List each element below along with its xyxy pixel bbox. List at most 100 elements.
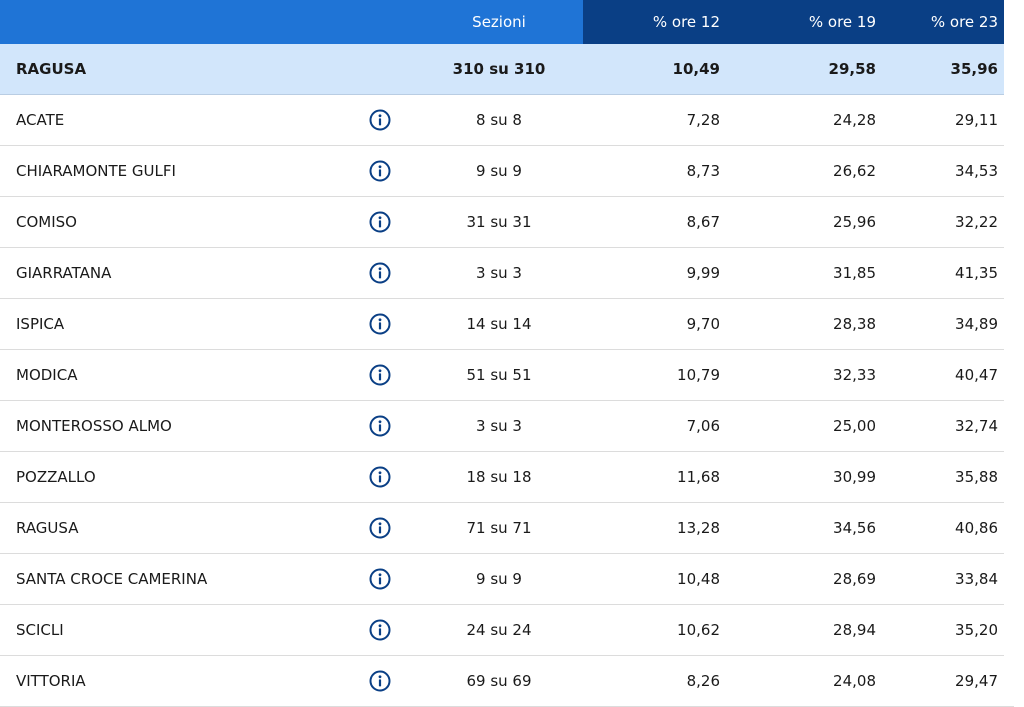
header-sezioni: Sezioni xyxy=(415,0,583,44)
info-cell xyxy=(345,568,415,590)
table-header: Sezioni % ore 12 % ore 19 % ore 23 xyxy=(0,0,1014,44)
comune-ore-19: 31,85 xyxy=(833,264,876,282)
comune-name: SCICLI xyxy=(16,621,64,639)
comune-sezioni: 18 su 18 xyxy=(466,468,532,486)
info-cell xyxy=(345,619,415,641)
comune-sezioni: 69 su 69 xyxy=(466,672,532,690)
comune-ore-19: 28,94 xyxy=(833,621,876,639)
comune-rows: ACATE 8 su 8 7,28 24,28 29,11 CHIARAMONT… xyxy=(0,95,1014,707)
comune-name: SANTA CROCE CAMERINA xyxy=(16,570,208,588)
info-icon[interactable] xyxy=(369,415,391,437)
comune-ore-23: 35,20 xyxy=(955,621,998,639)
header-ore-12: % ore 12 xyxy=(583,0,720,44)
total-ore-12: 10,49 xyxy=(672,60,720,78)
comune-sezioni: 24 su 24 xyxy=(466,621,532,639)
table-row: ISPICA 14 su 14 9,70 28,38 34,89 xyxy=(0,299,1014,350)
table-row: ACATE 8 su 8 7,28 24,28 29,11 xyxy=(0,95,1014,146)
comune-ore-23: 35,88 xyxy=(955,468,998,486)
comune-name: MODICA xyxy=(16,366,78,384)
total-ore-23: 35,96 xyxy=(950,60,998,78)
comune-ore-19: 34,56 xyxy=(833,519,876,537)
info-cell xyxy=(345,313,415,335)
comune-name: GIARRATANA xyxy=(16,264,112,282)
comune-ore-12: 9,70 xyxy=(686,315,720,333)
info-cell xyxy=(345,415,415,437)
comune-ore-12: 10,62 xyxy=(677,621,720,639)
comune-ore-12: 8,73 xyxy=(686,162,720,180)
comune-ore-23: 29,47 xyxy=(955,672,998,690)
info-icon[interactable] xyxy=(369,160,391,182)
table-row: GIARRATANA 3 su 3 9,99 31,85 41,35 xyxy=(0,248,1014,299)
comune-ore-19: 26,62 xyxy=(833,162,876,180)
header-ore-19: % ore 19 xyxy=(720,0,876,44)
comune-ore-12: 9,99 xyxy=(686,264,720,282)
table-row: VITTORIA 69 su 69 8,26 24,08 29,47 xyxy=(0,656,1014,707)
info-cell xyxy=(345,160,415,182)
comune-name: CHIARAMONTE GULFI xyxy=(16,162,176,180)
header-comune xyxy=(0,0,345,44)
comune-ore-23: 29,11 xyxy=(955,111,998,129)
comune-ore-12: 8,67 xyxy=(686,213,720,231)
comune-ore-19: 25,00 xyxy=(833,417,876,435)
info-cell xyxy=(345,466,415,488)
comune-ore-19: 24,08 xyxy=(833,672,876,690)
comune-ore-19: 30,99 xyxy=(833,468,876,486)
comune-name: MONTEROSSO ALMO xyxy=(16,417,172,435)
info-icon[interactable] xyxy=(369,313,391,335)
info-icon[interactable] xyxy=(369,568,391,590)
table-row: MONTEROSSO ALMO 3 su 3 7,06 25,00 32,74 xyxy=(0,401,1014,452)
scroll-edge xyxy=(1004,0,1014,702)
info-icon[interactable] xyxy=(369,262,391,284)
comune-ore-23: 34,89 xyxy=(955,315,998,333)
total-row: RAGUSA 310 su 310 10,49 29,58 35,96 xyxy=(0,44,1014,95)
table-row: CHIARAMONTE GULFI 9 su 9 8,73 26,62 34,5… xyxy=(0,146,1014,197)
comune-sezioni: 9 su 9 xyxy=(476,162,522,180)
info-cell xyxy=(345,517,415,539)
comune-sezioni: 8 su 8 xyxy=(476,111,522,129)
comune-name: VITTORIA xyxy=(16,672,86,690)
info-icon[interactable] xyxy=(369,466,391,488)
comune-ore-19: 25,96 xyxy=(833,213,876,231)
info-icon[interactable] xyxy=(369,619,391,641)
comune-ore-12: 7,28 xyxy=(686,111,720,129)
comune-name: RAGUSA xyxy=(16,519,79,537)
comune-ore-23: 41,35 xyxy=(955,264,998,282)
info-icon[interactable] xyxy=(369,364,391,386)
comune-ore-23: 32,74 xyxy=(955,417,998,435)
table-row: COMISO 31 su 31 8,67 25,96 32,22 xyxy=(0,197,1014,248)
comune-sezioni: 51 su 51 xyxy=(466,366,532,384)
comune-name: ACATE xyxy=(16,111,65,129)
info-icon[interactable] xyxy=(369,670,391,692)
info-icon[interactable] xyxy=(369,211,391,233)
comune-ore-19: 24,28 xyxy=(833,111,876,129)
comune-ore-23: 40,47 xyxy=(955,366,998,384)
comune-ore-23: 34,53 xyxy=(955,162,998,180)
comune-ore-12: 10,48 xyxy=(677,570,720,588)
header-info-spacer xyxy=(345,0,415,44)
table-row: RAGUSA 71 su 71 13,28 34,56 40,86 xyxy=(0,503,1014,554)
table-row: SANTA CROCE CAMERINA 9 su 9 10,48 28,69 … xyxy=(0,554,1014,605)
comune-ore-19: 32,33 xyxy=(833,366,876,384)
comune-sezioni: 71 su 71 xyxy=(466,519,532,537)
info-cell xyxy=(345,211,415,233)
comune-name: ISPICA xyxy=(16,315,65,333)
comune-ore-23: 40,86 xyxy=(955,519,998,537)
info-cell xyxy=(345,364,415,386)
info-cell xyxy=(345,670,415,692)
table-row: POZZALLO 18 su 18 11,68 30,99 35,88 xyxy=(0,452,1014,503)
header-ore-23: % ore 23 xyxy=(876,0,1014,44)
comune-ore-23: 32,22 xyxy=(955,213,998,231)
info-cell xyxy=(345,109,415,131)
comune-sezioni: 3 su 3 xyxy=(476,264,522,282)
comune-name: POZZALLO xyxy=(16,468,96,486)
comune-ore-19: 28,69 xyxy=(833,570,876,588)
comune-sezioni: 31 su 31 xyxy=(466,213,532,231)
comune-ore-12: 8,26 xyxy=(686,672,720,690)
comune-ore-19: 28,38 xyxy=(833,315,876,333)
total-name: RAGUSA xyxy=(16,60,87,78)
table-row: SCICLI 24 su 24 10,62 28,94 35,20 xyxy=(0,605,1014,656)
info-icon[interactable] xyxy=(369,517,391,539)
info-icon[interactable] xyxy=(369,109,391,131)
comune-ore-12: 13,28 xyxy=(677,519,720,537)
